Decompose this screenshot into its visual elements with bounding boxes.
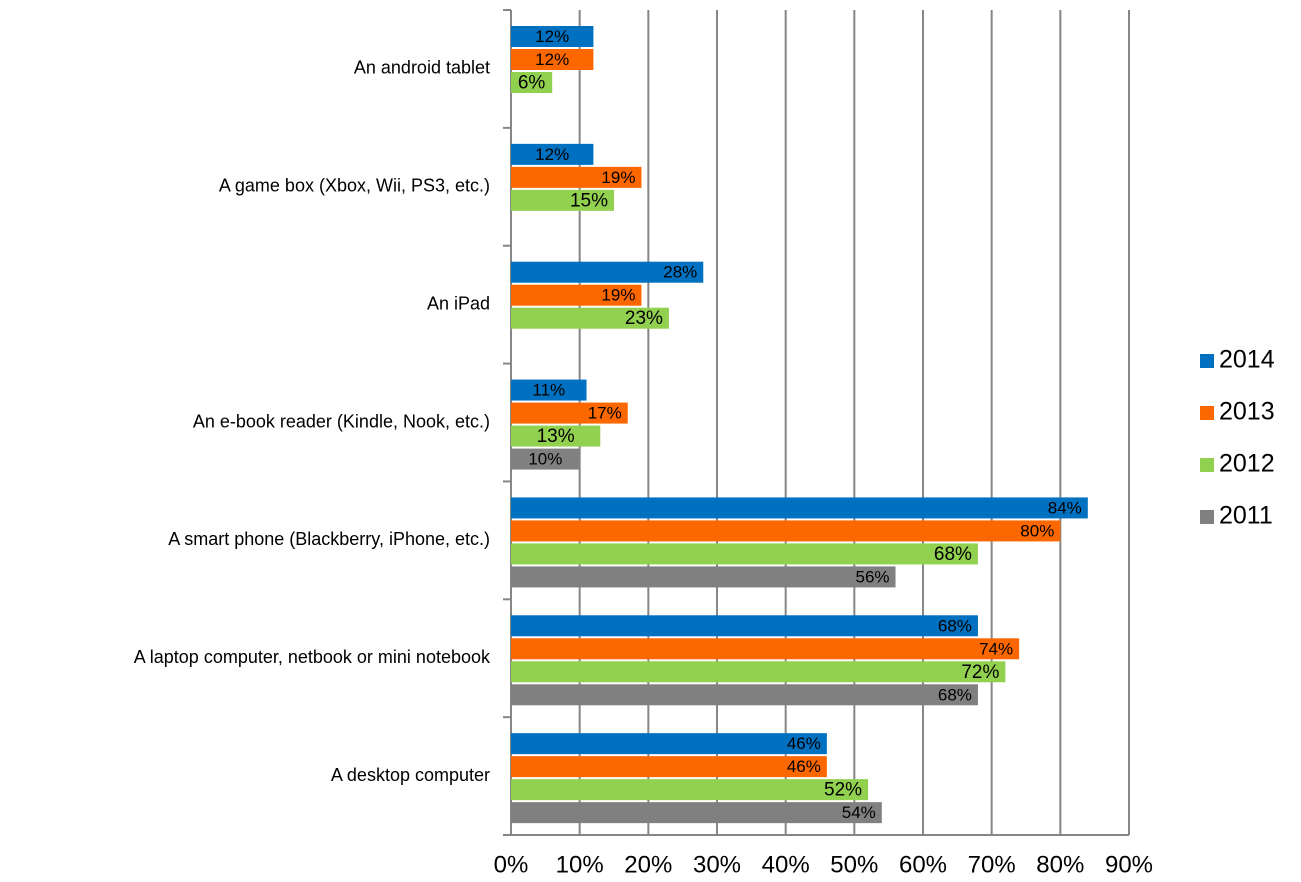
category-label: A smart phone (Blackberry, iPhone, etc.) xyxy=(168,529,490,549)
data-label: 23% xyxy=(625,308,663,329)
data-label: 52% xyxy=(824,780,862,801)
bar xyxy=(511,189,614,211)
data-label: 68% xyxy=(938,685,972,704)
legend-swatch xyxy=(1200,354,1214,368)
data-label: 46% xyxy=(787,734,821,753)
legend-swatch xyxy=(1200,510,1214,524)
bar xyxy=(511,684,978,706)
x-tick-label: 30% xyxy=(693,851,741,878)
bar xyxy=(511,756,827,778)
data-label: 19% xyxy=(601,168,635,187)
data-label: 10% xyxy=(528,450,562,469)
x-tick-label: 10% xyxy=(556,851,604,878)
data-label: 12% xyxy=(535,145,569,164)
bar xyxy=(511,72,553,93)
legend-swatch xyxy=(1200,406,1214,420)
category-label: A desktop computer xyxy=(331,765,490,785)
data-label: 68% xyxy=(938,616,972,635)
bar xyxy=(511,448,580,470)
legend-swatch xyxy=(1200,458,1214,472)
bar xyxy=(511,779,869,801)
bar xyxy=(511,166,642,188)
bar xyxy=(511,143,594,165)
legend-label: 2012 xyxy=(1219,450,1275,478)
legend-label: 2013 xyxy=(1219,398,1275,426)
category-label: An e-book reader (Kindle, Nook, etc.) xyxy=(193,411,490,431)
category-label: A laptop computer, netbook or mini noteb… xyxy=(134,647,491,667)
data-label: 12% xyxy=(535,27,569,46)
x-tick-label: 20% xyxy=(624,851,672,878)
category-label: An iPad xyxy=(427,293,490,313)
bar xyxy=(511,802,882,824)
data-label: 80% xyxy=(1020,521,1054,540)
bar xyxy=(511,497,1088,519)
bar xyxy=(511,615,978,637)
x-tick-label: 50% xyxy=(830,851,878,878)
bar xyxy=(511,520,1061,542)
data-label: 28% xyxy=(663,263,697,282)
data-label: 74% xyxy=(979,639,1013,658)
bar xyxy=(511,284,642,306)
category-label: A game box (Xbox, Wii, PS3, etc.) xyxy=(219,176,490,196)
data-label: 17% xyxy=(588,404,622,423)
data-label: 15% xyxy=(570,190,608,211)
data-label: 84% xyxy=(1048,498,1082,517)
bar xyxy=(511,307,669,329)
data-label: 11% xyxy=(532,381,565,400)
x-tick-label: 70% xyxy=(968,851,1016,878)
data-label: 72% xyxy=(961,662,999,683)
bar xyxy=(511,379,587,401)
data-label: 56% xyxy=(856,567,890,586)
x-tick-label: 60% xyxy=(899,851,947,878)
legend-label: 2011 xyxy=(1219,502,1273,530)
bar xyxy=(511,566,896,588)
bar xyxy=(511,49,594,70)
data-label: 46% xyxy=(787,757,821,776)
bar xyxy=(511,543,978,565)
legend-label: 2014 xyxy=(1219,346,1275,374)
bar xyxy=(511,261,704,283)
x-tick-label: 0% xyxy=(494,851,529,878)
data-label: 12% xyxy=(535,50,569,69)
x-tick-label: 90% xyxy=(1105,851,1153,878)
data-label: 19% xyxy=(601,286,635,305)
bar xyxy=(511,26,594,47)
bar xyxy=(511,638,1020,660)
category-label: An android tablet xyxy=(354,58,490,78)
bar xyxy=(511,733,827,755)
data-label: 68% xyxy=(934,544,972,565)
data-label: 13% xyxy=(537,426,575,447)
bar xyxy=(511,425,601,447)
bar xyxy=(511,661,1006,683)
x-tick-label: 80% xyxy=(1036,851,1084,878)
data-label: 6% xyxy=(518,73,546,94)
bar xyxy=(511,402,628,424)
x-tick-label: 40% xyxy=(762,851,810,878)
data-label: 54% xyxy=(842,803,876,822)
